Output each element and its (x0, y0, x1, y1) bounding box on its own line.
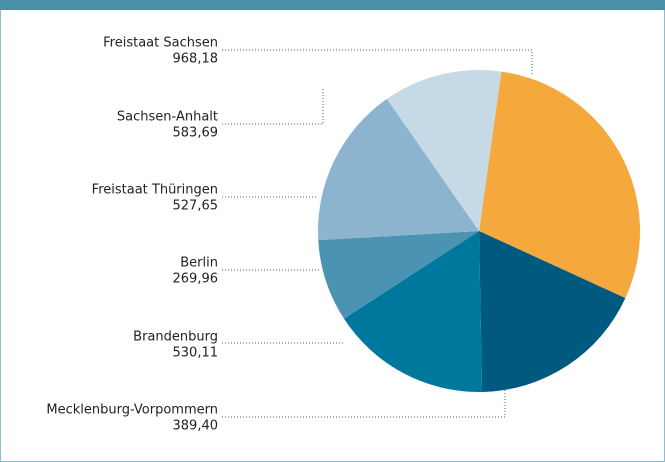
header-bar (0, 0, 665, 10)
value-label: 583,69 (173, 126, 219, 141)
value-label: 527,65 (173, 199, 219, 214)
value-label: 530,11 (173, 346, 219, 361)
value-label: 968,18 (173, 52, 219, 67)
value-label: 389,40 (173, 419, 219, 434)
slice-label: Mecklenburg-Vorpommern (46, 403, 218, 418)
slice-label: Berlin (180, 256, 218, 271)
connector (222, 88, 324, 125)
pie-slice (479, 71, 640, 299)
pie-slice (317, 98, 479, 241)
pie-slice (343, 231, 483, 392)
slice-label: Sachsen-Anhalt (117, 110, 218, 125)
connector (222, 49, 533, 75)
slice-label: Freistaat Sachsen (103, 36, 218, 51)
slice-label: Freistaat Thüringen (92, 183, 218, 198)
slice-label: Brandenburg (133, 330, 218, 345)
connector (222, 390, 506, 418)
pie-slice (318, 231, 479, 319)
pie-slice (386, 70, 502, 232)
pie-slice (479, 231, 626, 392)
value-label: 269,96 (173, 272, 219, 287)
